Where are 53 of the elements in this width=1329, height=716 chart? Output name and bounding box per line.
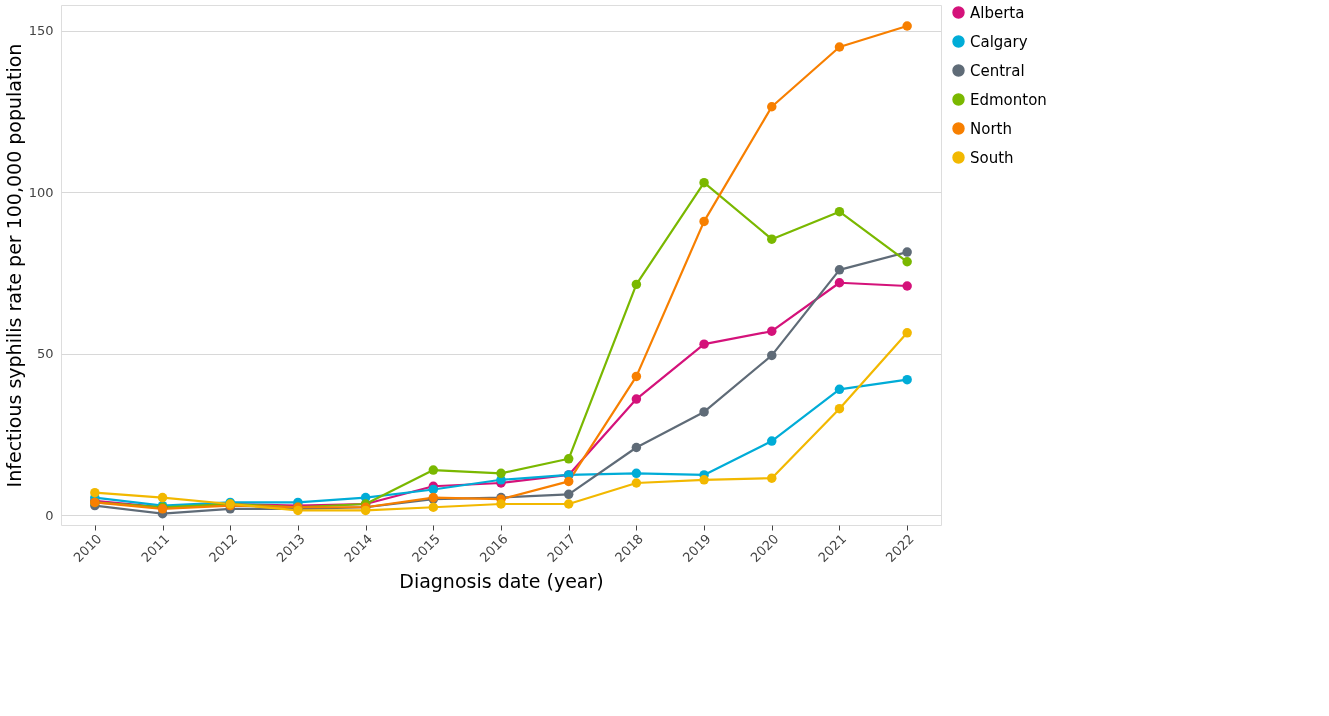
point <box>699 407 709 417</box>
y-tick-label: 100 <box>28 184 54 200</box>
point <box>631 371 642 382</box>
point <box>631 442 642 453</box>
point <box>428 502 439 512</box>
legend-label: Edmonton <box>970 90 1047 109</box>
point <box>902 374 912 385</box>
point <box>90 487 100 498</box>
point <box>767 350 777 361</box>
point <box>834 384 845 395</box>
point <box>767 473 777 483</box>
point <box>902 328 912 338</box>
y-tick-label: 150 <box>28 23 54 39</box>
point <box>496 468 506 479</box>
point <box>834 403 845 414</box>
y-tick-label: 50 <box>36 346 54 362</box>
point <box>699 339 709 349</box>
point <box>157 492 168 503</box>
point <box>902 257 912 267</box>
legend-label: Calgary <box>970 32 1028 51</box>
point <box>360 505 371 516</box>
point <box>631 394 642 404</box>
point <box>563 489 574 500</box>
point <box>428 465 439 475</box>
point <box>563 499 574 509</box>
point <box>699 177 709 188</box>
point <box>902 21 912 31</box>
point <box>563 454 574 464</box>
point <box>902 281 912 291</box>
point <box>767 436 777 446</box>
point <box>699 216 709 227</box>
point <box>699 475 709 485</box>
legend-label: Central <box>970 61 1025 80</box>
point <box>834 206 845 217</box>
point <box>563 476 574 487</box>
point <box>834 278 845 288</box>
legend-label: North <box>970 119 1012 138</box>
y-axis-title: Infectious syphilis rate per 100,000 population <box>2 43 25 488</box>
legend-label: Alberta <box>970 3 1025 22</box>
point <box>631 478 642 488</box>
point <box>902 247 912 257</box>
x-axis-title: Diagnosis date (year) <box>399 570 604 593</box>
point <box>767 234 777 244</box>
point <box>496 499 506 509</box>
legend-label: South <box>970 148 1014 167</box>
point <box>767 102 777 112</box>
point <box>428 484 439 495</box>
y-tick-label: 0 <box>45 507 54 523</box>
point <box>834 265 845 275</box>
point <box>834 42 845 52</box>
point <box>767 326 777 336</box>
point <box>631 279 642 290</box>
point <box>631 468 642 479</box>
